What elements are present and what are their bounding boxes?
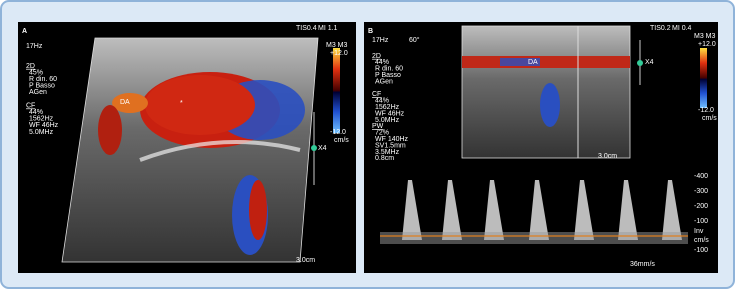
colorbar-unit: cm/s <box>334 137 349 144</box>
setting: CF <box>26 102 35 109</box>
mi: MI 0.4 <box>672 25 692 32</box>
spectral-peak <box>442 180 462 240</box>
spectral-scale: -300 <box>694 188 708 195</box>
setting: P Basso <box>29 83 55 90</box>
setting: WF 46Hz <box>29 122 59 129</box>
colorbar-bottom: -12.0 <box>698 107 714 114</box>
spectral-peak <box>484 180 504 240</box>
spectral-scale: -200 <box>694 203 708 210</box>
colorbar <box>700 48 707 108</box>
setting: R din. 60 <box>375 66 403 73</box>
spectral-scale: -400 <box>694 173 708 180</box>
mi: MI 1.1 <box>318 25 338 32</box>
setting: SV1.5mm <box>375 142 406 149</box>
setting: WF 140Hz <box>375 136 409 143</box>
frame-rate: 17Hz <box>372 37 389 44</box>
depth: 3.0cm <box>598 153 617 160</box>
setting: PW <box>372 123 384 130</box>
tis: TIS0.2 <box>650 25 671 32</box>
setting: AGen <box>375 78 393 85</box>
spectral-scale: -100 <box>694 218 708 225</box>
colorbar-top: +12.0 <box>330 50 348 57</box>
colorbar-title: M3 M3 <box>326 42 348 49</box>
colorbar-bottom: -12.0 <box>330 129 346 136</box>
spectral-peak <box>618 180 638 240</box>
annotation: * <box>180 100 183 107</box>
spectral-scale: cm/s <box>694 237 709 244</box>
spectral-peak <box>662 180 682 240</box>
frame-rate: 17Hz <box>26 43 43 50</box>
ultrasound-image <box>62 38 318 262</box>
annotation: DA <box>528 59 538 66</box>
spectral-baseline-noise <box>380 232 688 244</box>
setting: 1562Hz <box>29 116 54 123</box>
setting: 3.5MHz <box>375 149 400 156</box>
setting: 1562Hz <box>375 104 400 111</box>
setting: 44% <box>375 98 389 105</box>
zoom: X4 <box>318 145 327 152</box>
spectral-scale: -100 <box>694 247 708 254</box>
setting: 2D <box>26 63 35 70</box>
panel-label: A <box>22 28 27 35</box>
spectral-scale: Inv <box>694 228 704 235</box>
colorbar-unit: cm/s <box>702 115 717 122</box>
setting: 0.8cm <box>375 155 394 162</box>
colorbar <box>333 48 340 133</box>
setting: R din. 60 <box>29 76 57 83</box>
spectral-peak <box>529 180 549 240</box>
setting: WF 46Hz <box>375 110 405 117</box>
panel-label: B <box>368 28 373 35</box>
spectral-peak <box>574 180 594 240</box>
spectral-peak <box>402 180 422 240</box>
zoom: X4 <box>645 59 654 66</box>
setting: 2D <box>372 53 381 60</box>
setting: CF <box>372 91 381 98</box>
annotation: DA <box>120 99 130 106</box>
setting: 44% <box>29 109 43 116</box>
angle: 60° <box>409 36 420 44</box>
colorbar-title: M3 M3 <box>694 33 716 40</box>
setting: 5.0MHz <box>29 129 54 136</box>
setting: 45% <box>29 69 43 76</box>
setting: 5.0MHz <box>375 117 400 124</box>
setting: 72% <box>375 130 389 137</box>
setting: AGen <box>29 89 47 96</box>
depth: 3.0cm <box>296 257 315 264</box>
tis: TIS0.4 <box>296 25 317 32</box>
spectral-doppler <box>380 180 688 244</box>
setting: 44% <box>375 59 389 66</box>
sweep: 36mm/s <box>630 261 655 268</box>
colorbar-top: +12.0 <box>698 41 716 48</box>
setting: P Basso <box>375 72 401 79</box>
